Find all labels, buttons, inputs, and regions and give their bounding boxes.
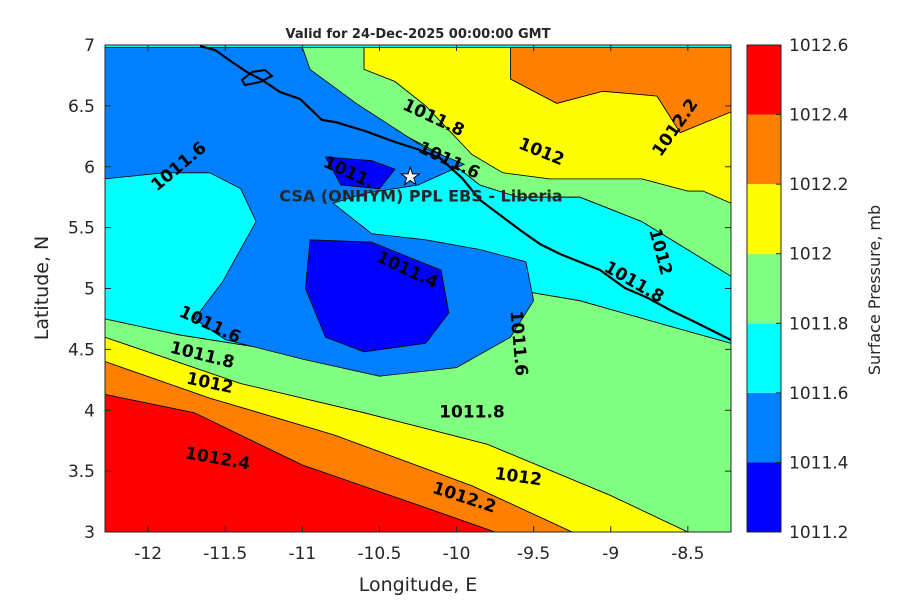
- colorbar-segment: [747, 253, 781, 324]
- y-tick-label: 3.5: [68, 462, 95, 482]
- station-marker: ★ CSA (ONHYM) PPL EBS - Liberia: [279, 162, 562, 206]
- x-axis-label: Longitude, E: [359, 574, 478, 596]
- y-tick-label: 3: [84, 523, 95, 543]
- pressure-bands: [105, 47, 731, 532]
- colorbar-frame: [746, 44, 782, 533]
- x-tick-label: -9: [602, 544, 619, 564]
- coastline-path: [199, 45, 731, 341]
- x-tick-label: -10: [443, 544, 471, 564]
- colorbar-tick-label: 1011.2: [789, 523, 848, 543]
- colorbar-segment: [747, 392, 781, 463]
- island-outline: [240, 68, 274, 87]
- colorbar-segment: [747, 323, 781, 393]
- x-tick-label: -12: [134, 544, 162, 564]
- colorbar-segment: [747, 45, 781, 115]
- y-tick-label: 5.5: [68, 219, 95, 239]
- colorbar-segment: [747, 184, 781, 254]
- x-tick-label: -11: [288, 544, 316, 564]
- plot-area: [105, 45, 731, 532]
- colorbar-segment: [747, 462, 781, 532]
- colorbar-tick-label: 1012.4: [789, 106, 848, 126]
- station-star-icon: ★: [400, 162, 422, 190]
- colorbar-tick-label: 1012.6: [789, 36, 848, 56]
- chart-title: Valid for 24-Dec-2025 00:00:00 GMT: [286, 27, 551, 42]
- y-axis-label: Latitude, N: [31, 236, 53, 341]
- y-axis: 3 3.5 4 4.5 5 5.5 6 6.5 7: [68, 36, 731, 543]
- y-tick-label: 7: [84, 36, 95, 56]
- x-tick-label: -8.5: [671, 544, 704, 564]
- colorbar-tick-label: 1012: [789, 245, 832, 265]
- y-tick-label: 4.5: [68, 340, 95, 360]
- y-tick-label: 4: [84, 401, 95, 421]
- pressure-band-1011.2-9: [304, 239, 450, 353]
- colorbar: 1011.2 1011.4 1011.6 1011.8 1012 1012.2 1012.4…: [746, 36, 848, 543]
- pressure-band-1011.2-10: [324, 156, 396, 190]
- colorbar-segment: [747, 114, 781, 185]
- colorbar-tick-label: 1011.4: [789, 453, 848, 473]
- x-tick-label: -9.5: [517, 544, 550, 564]
- colorbar-tick-label: 1012.2: [789, 175, 848, 195]
- coastline: [199, 45, 731, 341]
- colorbar-tick-label: 1011.6: [789, 384, 848, 404]
- y-tick-label: 6: [84, 158, 95, 178]
- x-axis: -12 -11.5 -11 -10.5 -10 -9.5 -9 -8.5: [134, 45, 704, 564]
- y-tick-label: 5: [84, 280, 95, 300]
- y-tick-label: 6.5: [68, 97, 95, 117]
- x-tick-label: -11.5: [203, 544, 247, 564]
- colorbar-tick-label: 1011.8: [789, 314, 848, 334]
- contour-label-14: 1011.8: [439, 403, 505, 423]
- colorbar-label: Surface Pressure, mb: [865, 205, 884, 375]
- x-tick-label: -10.5: [357, 544, 401, 564]
- station-label: CSA (ONHYM) PPL EBS - Liberia: [279, 186, 562, 205]
